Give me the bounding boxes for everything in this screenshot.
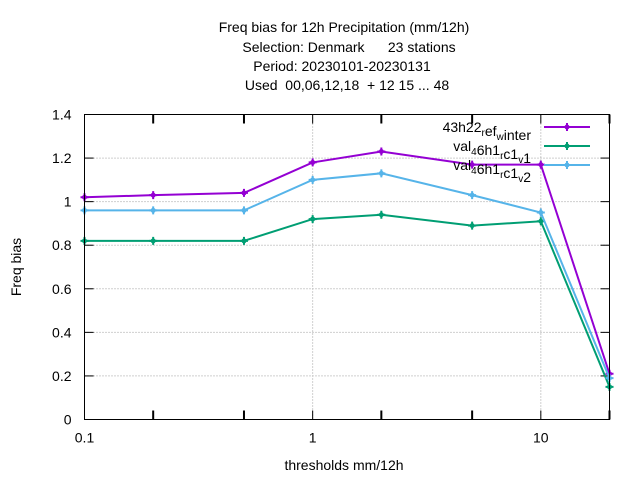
data-point-dot (378, 149, 384, 155)
legend-entry-2: val46h1rc1v1 (453, 138, 590, 166)
legend-label-part: 4 (471, 147, 477, 158)
data-point-dot (469, 192, 475, 198)
legend-marker-dot (564, 143, 570, 149)
legend-label-part: 4 (471, 166, 477, 177)
y-tick-label: 0.6 (52, 281, 72, 297)
y-tick-label: 1 (64, 194, 72, 210)
y-tick-label: 0 (64, 412, 72, 428)
title-line-1: Freq bias for 12h Precipitation (mm/12h) (219, 19, 470, 35)
legend-label-part: 43h22 (443, 119, 482, 135)
legend-label-part: c1 (503, 165, 518, 181)
data-point-dot (241, 207, 247, 213)
legend-label-part: v (518, 174, 523, 185)
legend-label-part: r (500, 170, 504, 181)
data-point-dot (538, 218, 544, 224)
legend-entry-1: 43h22refwinter (443, 119, 590, 143)
x-tick-label: 1 (309, 430, 317, 446)
legend-label-part: 6h1 (477, 142, 501, 158)
axis-tick-labels: 0 0.2 0.4 0.6 0.8 1 1.2 1.4 0.1 1 10 (52, 107, 549, 446)
data-point-dot (538, 210, 544, 216)
y-tick-label: 0.8 (52, 237, 72, 253)
legend-marker-dot (564, 162, 570, 168)
axis-ticks (84, 114, 611, 420)
y-axis-label: Freq bias (8, 238, 24, 296)
data-point-dot (241, 238, 247, 244)
legend-label-part: 6h1 (477, 161, 501, 177)
y-tick-label: 1.4 (52, 107, 72, 123)
data-point-dot (378, 170, 384, 176)
plot-border (84, 114, 610, 420)
legend-marker-dot (564, 124, 570, 130)
data-point-dot (310, 159, 316, 165)
legend-entry-3: val46h1rc1v2 (453, 157, 590, 185)
y-tick-label: 0.4 (52, 324, 72, 340)
legend-label-part: val (453, 157, 471, 173)
series-line (84, 213, 611, 388)
data-point-dot (241, 190, 247, 196)
data-point-dot (310, 177, 316, 183)
x-tick-label: 10 (533, 430, 549, 446)
x-tick-label: 0.1 (75, 430, 95, 446)
data-point-dot (538, 162, 544, 168)
chart-title: Freq bias for 12h Precipitation (mm/12h)… (219, 19, 470, 93)
grid (84, 114, 610, 420)
y-tick-label: 1.2 (52, 150, 72, 166)
legend-label-part: w (496, 132, 505, 143)
legend-label-part: v (518, 155, 523, 166)
legend-label-part: 2 (523, 169, 531, 185)
series-line (84, 172, 611, 379)
legend-label: val46h1rc1v2 (453, 157, 531, 185)
series-2 (80, 210, 614, 391)
legend-label: val46h1rc1v1 (453, 138, 531, 166)
legend-label-part: c1 (503, 146, 518, 162)
series-1 (80, 147, 614, 378)
legend-label-part: val (453, 138, 471, 154)
legend-label-part: r (500, 151, 504, 162)
data-point-dot (150, 192, 156, 198)
data-point-dot (150, 238, 156, 244)
legend-label-part: inter (504, 127, 532, 143)
data-point-dot (378, 212, 384, 218)
x-axis-label: thresholds mm/12h (284, 457, 403, 473)
title-line-4: Used 00,06,12,18 + 12 15 ... 48 (245, 77, 450, 93)
title-line-2: Selection: Denmark 23 stations (242, 39, 455, 55)
series-line (84, 150, 611, 375)
data-point-dot (469, 223, 475, 229)
legend-label-part: r (482, 128, 486, 139)
legend-label: 43h22refwinter (443, 119, 532, 143)
data-series (80, 147, 614, 391)
legend-label-part: ef (485, 123, 497, 139)
data-point-dot (150, 207, 156, 213)
legend-label-part: 1 (523, 150, 531, 166)
data-point-dot (310, 216, 316, 222)
y-tick-label: 0.2 (52, 368, 72, 384)
data-point-dot (469, 162, 475, 168)
title-line-3: Period: 20230101-20230131 (253, 58, 431, 74)
